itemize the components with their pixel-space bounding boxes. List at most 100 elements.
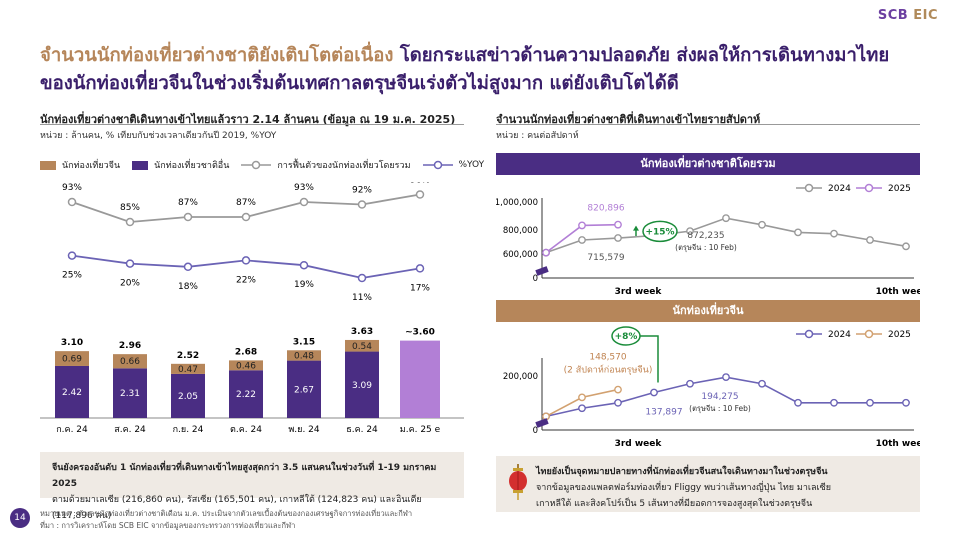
right-note-line-2: จากข้อมูลของแพลตฟอร์มท่องเที่ยว Fliggy พ… <box>536 483 831 493</box>
total-point-2024-6 <box>758 220 766 229</box>
china-growth-connector <box>640 335 659 383</box>
label-recovery-5: 92% <box>352 186 372 196</box>
point-recovery-5 <box>357 200 367 209</box>
bar-label-china-4: 0.48 <box>294 351 314 361</box>
total-axis-break <box>535 266 549 276</box>
china-legend-label-2024: 2024 <box>828 330 851 340</box>
total-point-2024-10 <box>902 242 910 251</box>
total-annot-2025: 820,896 <box>587 204 624 214</box>
total-annot-peak-note: (ตรุษจีน : 10 Feb) <box>675 243 737 252</box>
left-line-chart: 93% 85% 87% 87% 93% 92% 96% 25% 20% 18% 22% 19% 11% 1… <box>62 182 430 302</box>
label-recovery-6: 96% <box>410 182 430 186</box>
label-recovery-1: 85% <box>120 203 140 213</box>
china-point-2024-4 <box>686 379 694 388</box>
label-yoy-0: 25% <box>62 271 82 281</box>
point-recovery-0 <box>67 197 77 207</box>
point-yoy-4 <box>299 260 309 270</box>
china-point-2025-1 <box>578 393 586 402</box>
label-yoy-5: 11% <box>352 293 372 302</box>
total-y-tick-3: 1,000,000 <box>496 198 538 208</box>
bar-label-others-2: 2.05 <box>178 392 198 402</box>
point-yoy-2 <box>183 262 193 272</box>
china-point-2024-9 <box>866 398 874 407</box>
china-legend-label-2025: 2025 <box>888 330 911 340</box>
china-point-2024-5 <box>722 373 730 382</box>
total-point-2025-0 <box>542 248 550 257</box>
legend-label-yoy: %YOY <box>458 160 485 170</box>
china-annot-2025: 148,570 <box>589 353 626 363</box>
bar-total-3: 2.68 <box>235 347 257 357</box>
bar-total-6: ~3.60 <box>405 328 435 338</box>
china-legend-marker-2024 <box>804 329 814 339</box>
right-chart-subtitle: หน่วย : คนต่อสัปดาห์ <box>496 131 579 141</box>
right-chart-title: จำนวนนักท่องเที่ยวต่างชาติที่เดินทางเข้า… <box>496 113 761 126</box>
china-annot-peak-note: (ตรุษจีน : 10 Feb) <box>689 404 751 413</box>
left-note-bold: จีนยังครองอันดับ 1 นักท่องเที่ยวที่เดินท… <box>52 463 437 489</box>
footer-source: ที่มา : การวิเคราะห์โดย SCB EIC จากข้อมู… <box>40 521 296 530</box>
total-point-2024-4 <box>686 227 694 236</box>
total-annot-2024: 715,579 <box>587 253 624 263</box>
bar-estimate-6 <box>400 340 440 418</box>
eic-mark: EIC <box>913 8 938 23</box>
china-point-2025-2 <box>614 385 622 394</box>
bar-others-5 <box>345 351 379 418</box>
total-legend-label-2024: 2024 <box>828 184 851 194</box>
legend-swatch-others <box>132 160 149 170</box>
total-point-2024-5 <box>722 214 730 223</box>
total-y-tick-1: 600,000 <box>503 250 538 260</box>
label-yoy-2: 18% <box>178 282 198 292</box>
left-title-underline <box>40 124 464 125</box>
total-growth-bubble <box>642 220 678 243</box>
bar-label-others-3: 2.22 <box>236 390 256 400</box>
bar-total-0: 3.10 <box>61 338 83 348</box>
label-recovery-3: 87% <box>236 198 256 208</box>
china-x-tick-0: 3rd week <box>615 439 663 449</box>
label-yoy-4: 19% <box>294 280 314 290</box>
right-title-underline <box>496 124 920 125</box>
china-growth-label: +8% <box>615 332 638 342</box>
bar-label-china-2: 0.47 <box>178 365 198 375</box>
point-recovery-6 <box>415 190 425 199</box>
bar-label-china-1: 0.66 <box>120 357 140 367</box>
total-point-2024-2 <box>614 234 622 242</box>
headline-line-1-rest: โดยกระแสข่าวด้านความปลอดภัย ส่งผลให้การเ… <box>393 45 890 66</box>
total-growth-arrowhead <box>633 225 639 231</box>
bar-total-4: 3.15 <box>293 337 315 347</box>
label-recovery-2: 87% <box>178 198 198 208</box>
page-headline: จำนวนนักท่องเที่ยวต่างชาติยังเติบโตต่อเน… <box>40 42 920 98</box>
china-point-2024-8 <box>830 398 838 407</box>
left-chart-subtitle: หน่วย : ล้านคน, % เทียบกับช่วงเวลาเดียวก… <box>40 131 277 141</box>
bar-label-china-0: 0.69 <box>62 355 82 365</box>
bar-total-1: 2.96 <box>119 341 141 351</box>
point-recovery-1 <box>125 217 135 227</box>
total-legend-marker-2024 <box>804 183 814 193</box>
point-recovery-4 <box>299 197 309 207</box>
bar-label-others-1: 2.31 <box>120 389 140 399</box>
point-yoy-1 <box>125 259 135 268</box>
label-recovery-4: 93% <box>294 183 314 193</box>
china-annot-2024: 137,897 <box>645 407 682 417</box>
china-annot-2025-note: (2 สัปดาห์ก่อนตรุษจีน) <box>564 364 653 376</box>
total-legend-marker-2025 <box>864 183 874 193</box>
china-annot-peak: 194,275 <box>701 392 738 402</box>
label-recovery-0: 93% <box>62 183 82 193</box>
total-point-2025-2 <box>614 220 622 229</box>
total-annot-peak: 872,235 <box>687 231 724 241</box>
left-note-box: จีนยังครองอันดับ 1 นักท่องเที่ยวที่เดินท… <box>40 452 464 521</box>
point-yoy-6 <box>415 264 425 273</box>
total-growth-label: +15% <box>645 227 674 237</box>
china-legend-marker-2025 <box>864 329 874 339</box>
bar-category-4: พ.ย. 24 <box>288 425 320 435</box>
point-yoy-3 <box>241 256 251 265</box>
legend-label-recovery: การฟื้นตัวของนักท่องเที่ยวโดยรวม <box>277 161 411 171</box>
china-point-2024-10 <box>902 398 910 407</box>
scb-eic-logo: SCB EIC <box>877 8 938 23</box>
label-yoy-6: 17% <box>410 283 430 293</box>
chinese-lantern-icon <box>509 464 527 500</box>
point-yoy-5 <box>357 273 367 283</box>
bar-label-others-0: 2.42 <box>62 388 82 398</box>
headline-line-1: จำนวนนักท่องเที่ยวต่างชาติยังเติบโตต่อเน… <box>40 42 920 70</box>
label-yoy-3: 22% <box>236 275 256 285</box>
total-y-tick-0: 0 <box>533 274 538 284</box>
total-point-2024-9 <box>866 236 874 244</box>
